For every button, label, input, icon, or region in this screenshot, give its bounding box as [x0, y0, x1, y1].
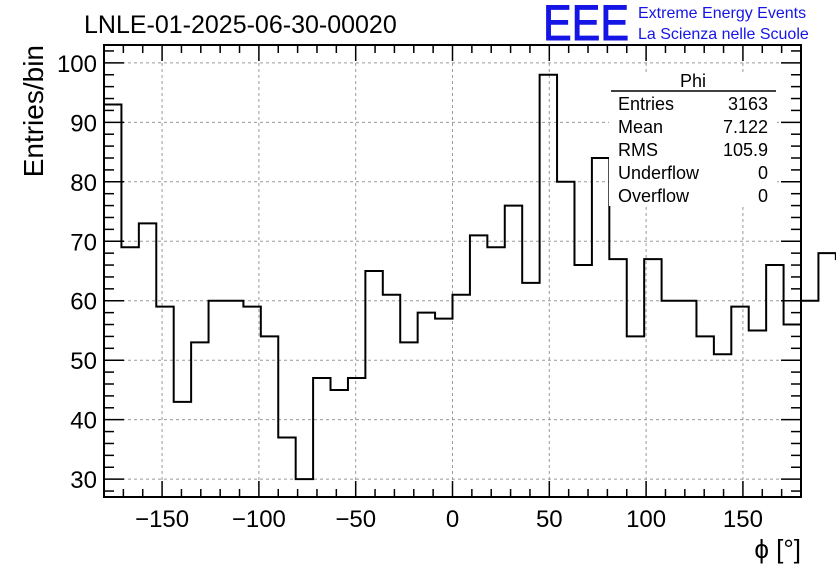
x-tick-label: 150 — [723, 506, 763, 533]
x-tick-label: −50 — [335, 506, 376, 533]
y-tick-label: 50 — [70, 348, 97, 375]
stats-row-value: 0 — [758, 186, 768, 206]
y-tick-label: 100 — [57, 51, 97, 78]
y-tick-label: 80 — [70, 170, 97, 197]
stats-row-value: 0 — [758, 163, 768, 183]
logo-mark: EEE — [543, 0, 629, 51]
axis-ticks — [104, 45, 801, 497]
y-tick-label: 60 — [70, 289, 97, 316]
stats-row-label: Overflow — [618, 186, 690, 206]
y-tick-label: 90 — [70, 110, 97, 137]
y-axis-label: Entries/bin — [18, 45, 49, 177]
stats-box-title: Phi — [680, 71, 706, 91]
y-tick-label: 30 — [70, 467, 97, 494]
stats-row-value: 7.122 — [723, 117, 768, 137]
x-tick-label: 50 — [536, 506, 563, 533]
tick-labels: −150 −100 −50 0 50 100 150 30 40 50 60 70 80 90 100 — [57, 51, 763, 533]
logo-line-2: La Scienza nelle Scuole — [638, 26, 809, 43]
eee-logo: EEE Extreme Energy Events La Scienza nel… — [543, 0, 809, 52]
stats-row-value: 3163 — [728, 94, 768, 114]
y-tick-label: 40 — [70, 408, 97, 435]
logo-line-1: Extreme Energy Events — [638, 5, 806, 22]
x-tick-label: 100 — [626, 506, 666, 533]
x-axis-label: ϕ [°] — [754, 534, 801, 564]
stats-row-label: Mean — [618, 117, 663, 137]
histogram-line — [104, 73, 836, 481]
x-tick-label: 0 — [446, 506, 459, 533]
chart-title: LNLE-01-2025-06-30-00020 — [84, 11, 397, 39]
stats-row-label: Underflow — [618, 163, 700, 183]
x-tick-label: −150 — [135, 506, 189, 533]
stats-row-value: 105.9 — [723, 140, 768, 160]
stats-box: Phi Entries 3163 Mean 7.122 RMS 105.9 Underflo… — [609, 71, 777, 206]
stats-row-label: RMS — [618, 140, 658, 160]
x-tick-label: −100 — [232, 506, 286, 533]
stats-row-label: Entries — [618, 94, 674, 114]
y-tick-label: 70 — [70, 229, 97, 256]
stats-box-background — [609, 73, 777, 206]
